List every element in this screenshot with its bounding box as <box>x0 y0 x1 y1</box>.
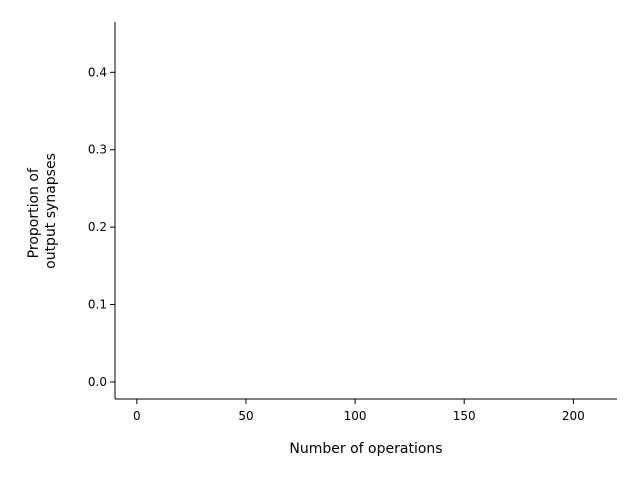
x-ticks: 0 50 100 150 200 <box>133 399 585 423</box>
x-tick-label: 50 <box>238 409 253 423</box>
y-axis-label: Proportion of output synapses <box>26 153 59 269</box>
x-tick-label: 100 <box>344 409 367 423</box>
x-axis-label: Number of operations <box>289 441 442 457</box>
x-tick-label: 200 <box>562 409 585 423</box>
y-axis-label-line-1: Proportion of <box>26 167 42 258</box>
y-tick-label: 0.1 <box>88 298 107 312</box>
y-axis-label-line-2: output synapses <box>43 153 59 269</box>
y-ticks: 0.0 0.1 0.2 0.3 0.4 <box>88 65 115 389</box>
x-tick-label: 0 <box>133 409 141 423</box>
y-tick-label: 0.0 <box>88 375 107 389</box>
y-tick-label: 0.4 <box>88 65 107 79</box>
y-tick-label: 0.2 <box>88 220 107 234</box>
x-tick-label: 150 <box>453 409 476 423</box>
y-tick-label: 0.3 <box>88 143 107 157</box>
